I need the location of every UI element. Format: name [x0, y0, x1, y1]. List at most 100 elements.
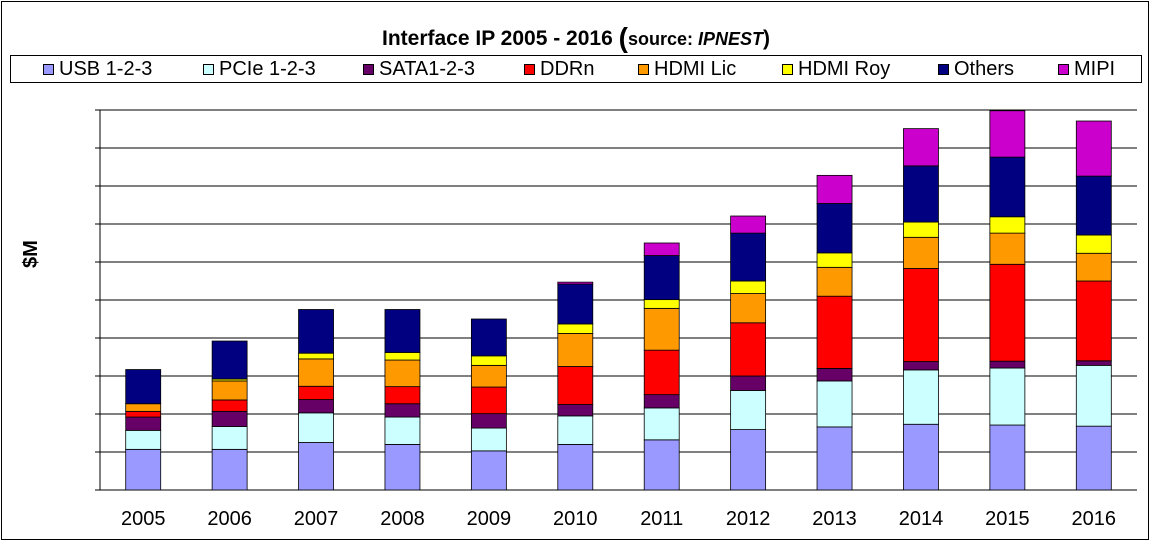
bar-segment [903, 236, 939, 269]
title-main: Interface IP 2005 - 2016 [382, 27, 619, 50]
bar-segment [298, 412, 334, 443]
bar-segment [989, 424, 1026, 491]
bar-segment [384, 403, 421, 418]
legend-item: SATA1-2-3 [363, 58, 475, 81]
bar-segment [816, 295, 853, 369]
bar-segment [384, 309, 421, 353]
bar-segment [557, 443, 594, 491]
legend-item: PCIe 1-2-3 [203, 58, 316, 81]
x-tick-label: 2016 [1072, 508, 1117, 530]
bar-segment [557, 404, 594, 417]
legend-label: HDMI Roy [798, 57, 891, 80]
bar-segment [470, 364, 507, 388]
legend-label: PCIe 1-2-3 [219, 57, 316, 80]
bar-segment [211, 410, 248, 427]
legend-swatch [363, 63, 374, 75]
bar-segment [1075, 280, 1112, 362]
bar-segment [1075, 252, 1112, 282]
bar-segment [298, 358, 334, 387]
x-tick-label: 2012 [726, 508, 771, 530]
bar-segment [470, 450, 507, 491]
x-tick-label: 2013 [812, 508, 857, 530]
bar-segment [643, 299, 680, 309]
bar-segment [989, 110, 1026, 158]
bar-segment [384, 443, 421, 491]
bar-segment [125, 448, 162, 491]
legend-label: DDRn [540, 57, 595, 80]
legend-item: Others [938, 58, 1014, 81]
legend-label: HDMI Lic [654, 57, 737, 80]
bar-segment [816, 426, 853, 491]
bar-segment [125, 369, 162, 405]
legend-label: Others [954, 57, 1015, 80]
bar-segment [470, 318, 507, 357]
legend-label: MIPI [1074, 57, 1116, 80]
bar-segment [557, 333, 594, 367]
bar-segment [989, 360, 1026, 369]
bar-segment [730, 280, 767, 294]
bar-segment [989, 263, 1026, 362]
title-source-label: source: [627, 29, 698, 49]
bar-segment [989, 232, 1026, 265]
bar-segment [989, 156, 1026, 218]
bar-segment [730, 293, 767, 324]
bar-segment [125, 416, 162, 431]
x-tick-label: 2011 [640, 508, 683, 530]
bar-segment [298, 309, 334, 354]
bar-segment [643, 349, 680, 396]
bar-segment [989, 367, 1026, 426]
bar-segment [903, 361, 939, 371]
title-paren-close: ) [762, 27, 770, 50]
bar-segment [125, 410, 162, 418]
bar-segment [557, 323, 594, 334]
x-tick-label: 2010 [553, 508, 598, 530]
bar-segment [643, 394, 680, 409]
bar-segment [470, 355, 507, 366]
bar-segment [470, 386, 507, 415]
bar-segment [384, 359, 421, 388]
title-source: IPNEST [697, 29, 763, 49]
legend-item: USB 1-2-3 [43, 58, 152, 81]
bar-segment [1075, 360, 1112, 366]
bar-segment [470, 427, 507, 452]
bar-segment [211, 399, 248, 412]
legend-item: DDRn [524, 58, 594, 81]
bar-segment [470, 413, 507, 429]
x-tick-label: 2009 [467, 508, 512, 530]
bar-segment [816, 174, 853, 204]
bar-segment [730, 232, 767, 282]
legend-label: USB 1-2-3 [59, 57, 153, 80]
bar-segment [816, 203, 853, 254]
bar-segment [384, 416, 421, 445]
bar-segment [557, 366, 594, 405]
legend-swatch [938, 63, 949, 75]
bar-segment [903, 369, 939, 425]
bar-segment [730, 429, 767, 491]
bar-segment [730, 322, 767, 377]
bar-segment [384, 386, 421, 405]
legend-swatch [782, 63, 793, 75]
bar-segment [816, 367, 853, 382]
bar-segment [903, 423, 939, 491]
bar-segment [730, 375, 767, 391]
x-tick-label: 2015 [985, 508, 1030, 530]
bar-segment [903, 165, 939, 223]
legend-swatch [638, 63, 649, 75]
title-paren-open: ( [618, 22, 628, 53]
bar-segment [211, 426, 248, 450]
bar-segment [384, 352, 421, 361]
bar-segment [1075, 175, 1112, 236]
x-tick-label: 2005 [121, 508, 166, 530]
bar-segment [816, 252, 853, 268]
bar-segment [125, 403, 162, 412]
chart-legend: USB 1-2-3 PCIe 1-2-3 SATA1-2-3 DDRn HDMI Lic… [10, 55, 1142, 83]
bar-segment [643, 255, 680, 301]
bar-segment [557, 415, 594, 445]
bar-segment [1075, 364, 1112, 427]
legend-item: HDMI Roy [782, 58, 890, 81]
bar-segment [730, 390, 767, 430]
legend-label: SATA1-2-3 [379, 57, 475, 80]
bar-segment [298, 399, 334, 414]
x-tick-label: 2014 [899, 508, 944, 530]
